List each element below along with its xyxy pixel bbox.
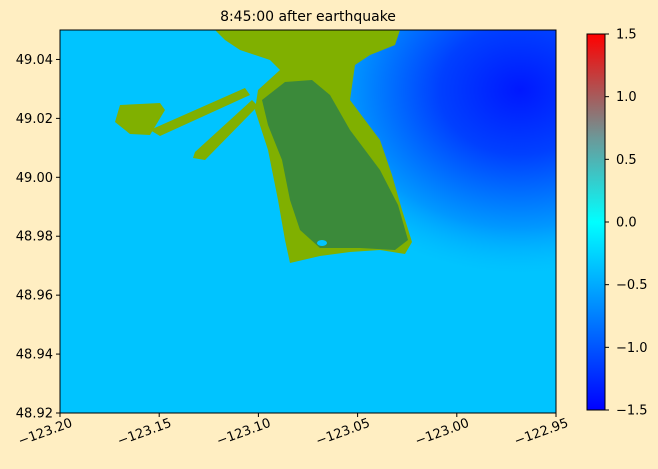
y-tick-label: 48.92 bbox=[16, 407, 53, 422]
colorbar-tick-label: −0.5 bbox=[616, 278, 648, 293]
y-tick-label: 49.00 bbox=[16, 171, 53, 186]
colorbar bbox=[586, 33, 606, 411]
y-tick-label: 49.02 bbox=[16, 112, 53, 127]
colorbar-tick-label: 1.0 bbox=[616, 90, 637, 105]
x-tick-label: −123.15 bbox=[116, 416, 174, 449]
x-tick-label: −123.10 bbox=[215, 416, 273, 449]
field bbox=[60, 30, 556, 413]
x-tick-label: −123.05 bbox=[314, 416, 372, 449]
colorbar-tick-label: 0.5 bbox=[616, 153, 637, 168]
y-tick-label: 49.04 bbox=[16, 53, 53, 68]
colorbar-tick-label: −1.5 bbox=[616, 404, 648, 419]
colorbar-tick-label: −1.0 bbox=[616, 341, 648, 356]
y-tick-label: 48.96 bbox=[16, 289, 53, 304]
x-tick-label: −123.00 bbox=[413, 416, 471, 449]
y-tick-label: 48.98 bbox=[16, 230, 53, 245]
chart-title: 8:45:00 after earthquake bbox=[220, 9, 396, 25]
colorbar-tick-label: 0.0 bbox=[616, 216, 637, 231]
x-tick-label: −122.95 bbox=[512, 416, 570, 449]
colorbar-tick-label: 1.5 bbox=[616, 28, 637, 43]
plot-frame bbox=[59, 29, 557, 414]
y-tick-label: 48.94 bbox=[16, 348, 53, 363]
